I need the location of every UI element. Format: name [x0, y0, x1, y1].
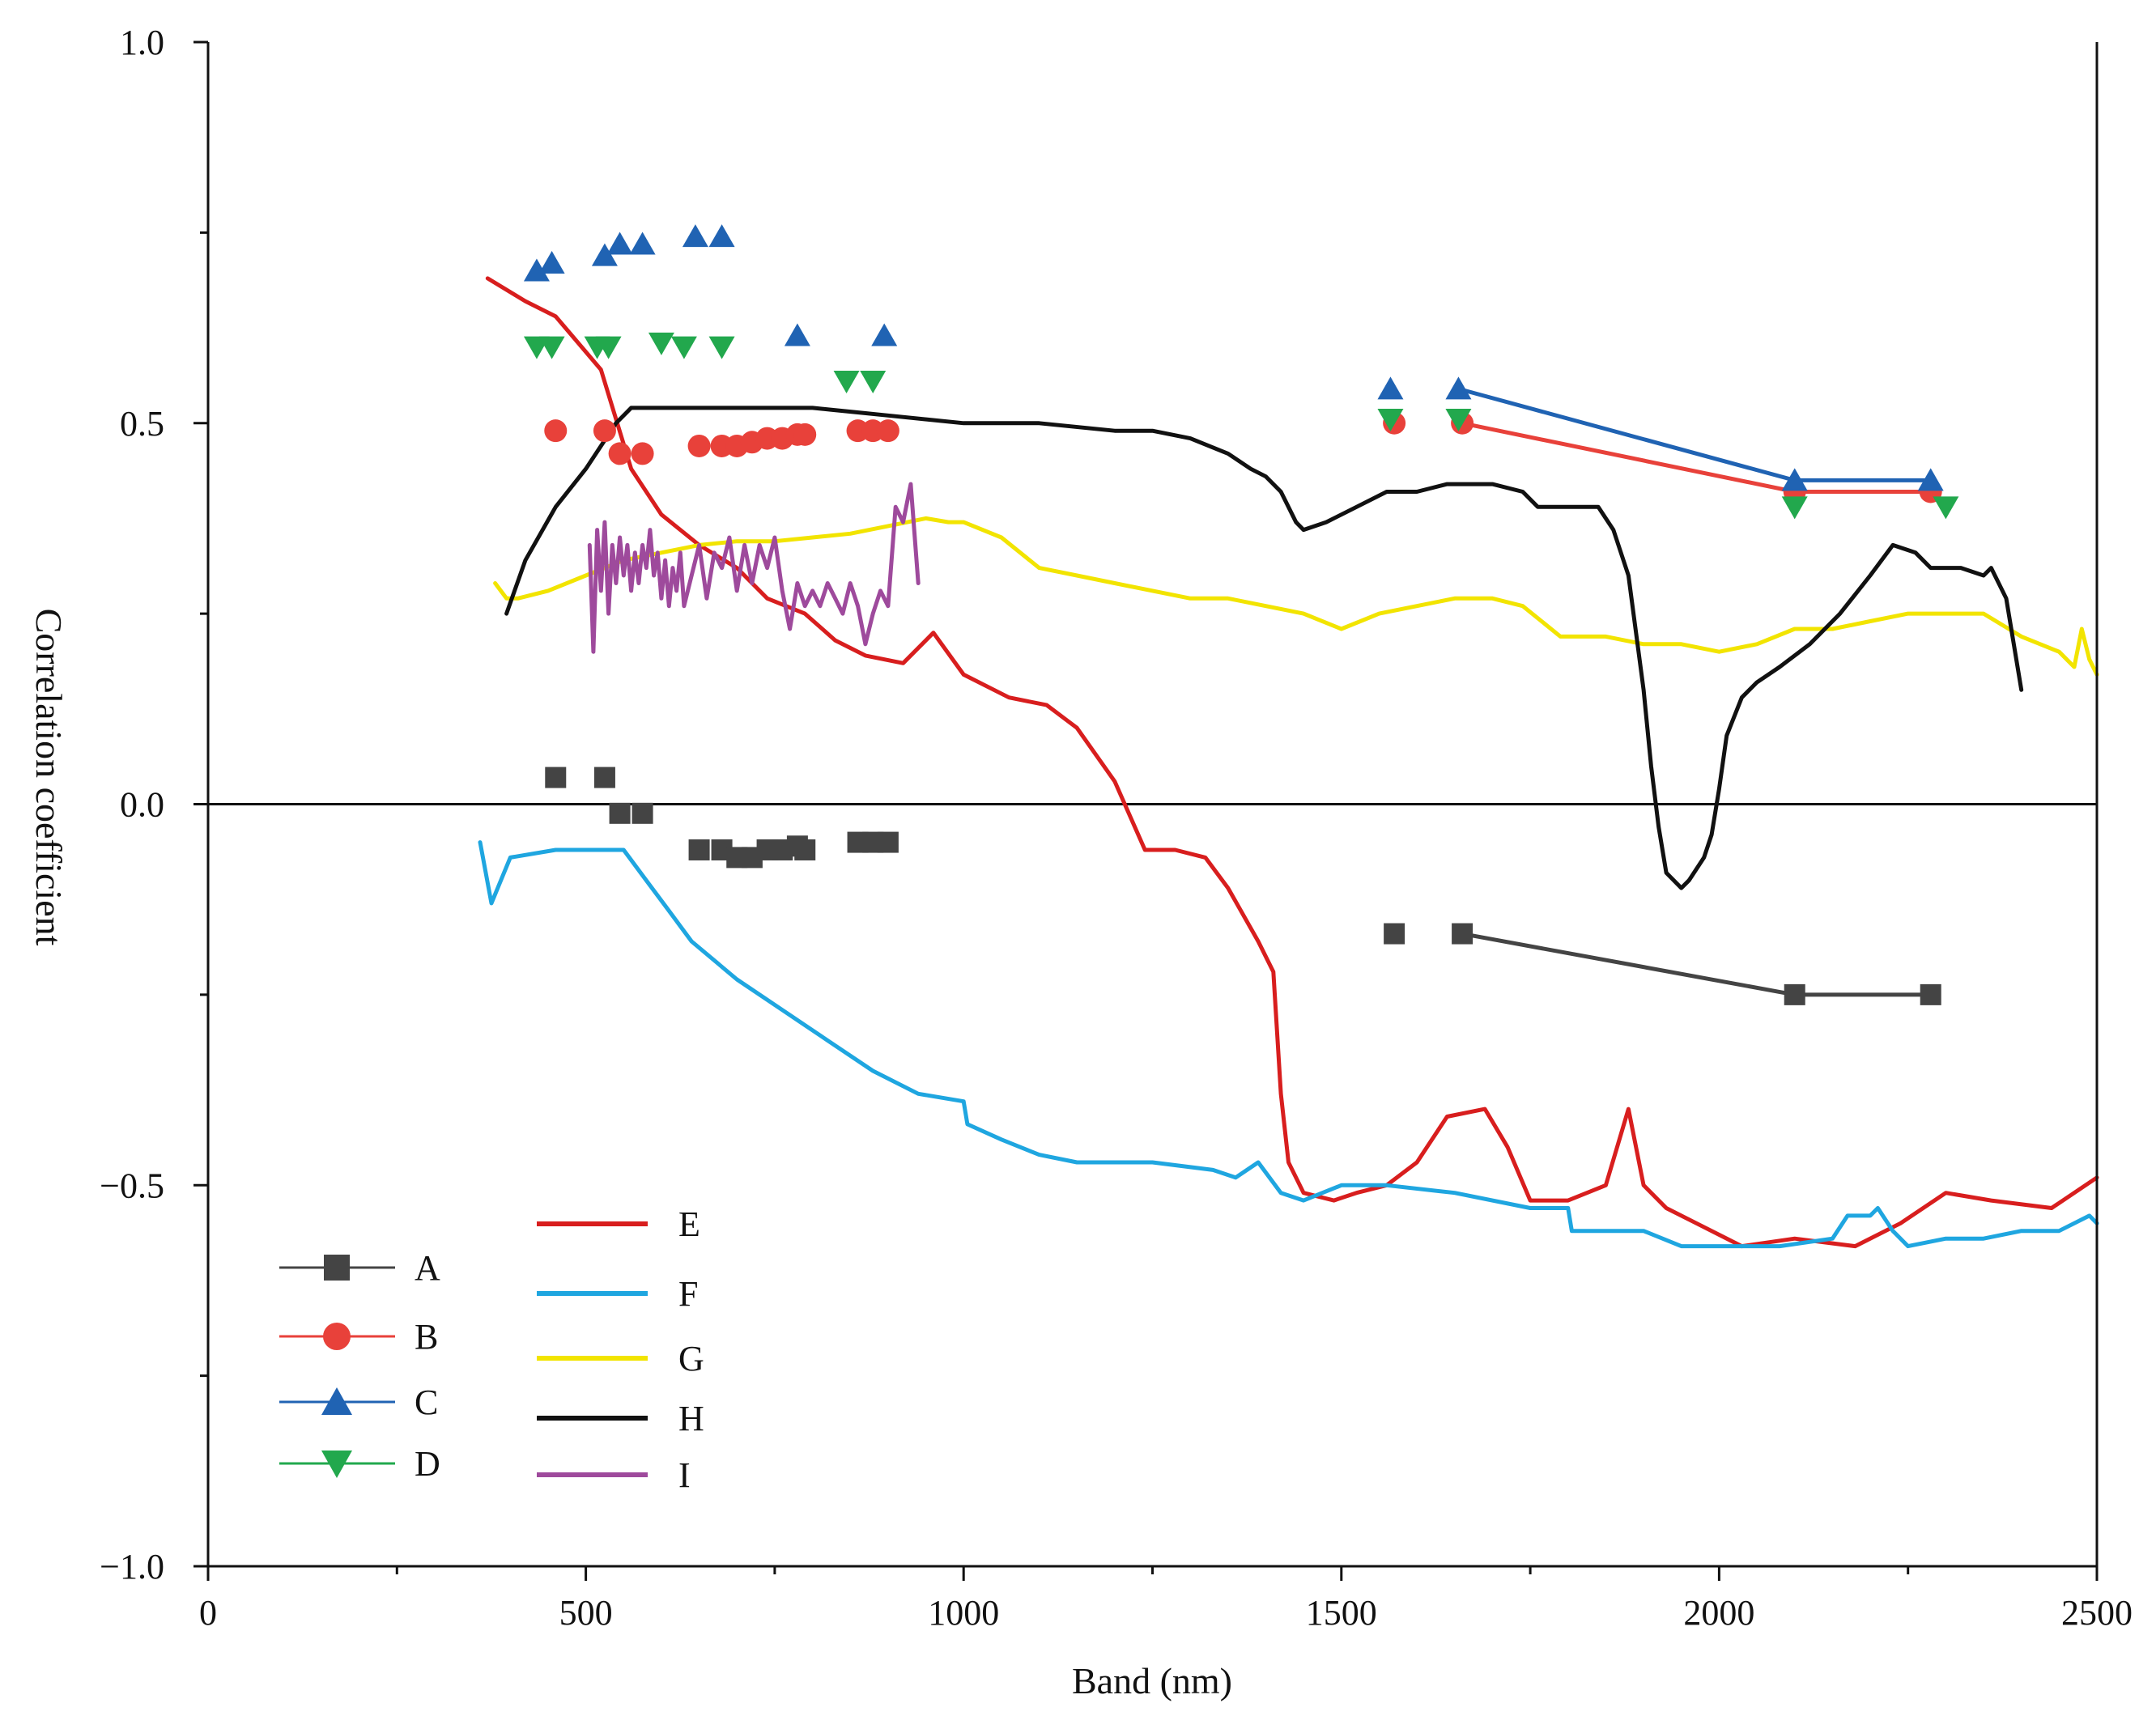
data-point-A — [593, 767, 615, 788]
data-point-A — [1384, 923, 1405, 945]
legend-label: F — [678, 1274, 698, 1314]
axes: 0 500 1000 1500 2000 2500 1.0 0.5 0.0 −0.5 −1.0 — [100, 23, 2133, 1633]
y-axis-title: Correlation coefficient — [28, 609, 70, 946]
x-axis-title: Band (nm) — [1072, 1660, 1232, 1701]
data-point-C — [1781, 468, 1808, 491]
series-line-H — [504, 406, 2024, 890]
legend-label: D — [415, 1444, 440, 1484]
data-point-C — [523, 258, 550, 282]
data-point-A — [545, 767, 567, 788]
legend-item-G: G — [537, 1339, 704, 1378]
data-point-B — [631, 442, 654, 465]
data-point-D — [648, 332, 674, 355]
data-point-D — [538, 336, 565, 359]
data-point-D — [670, 336, 697, 359]
series-line-I — [587, 482, 921, 654]
data-point-B — [608, 442, 631, 465]
legend-item-E: E — [537, 1204, 700, 1244]
data-point-A — [609, 802, 631, 824]
legend-label: E — [678, 1204, 700, 1244]
data-point-D — [1781, 496, 1808, 520]
data-point-C — [591, 243, 618, 266]
data-point-A — [877, 831, 899, 853]
data-point-D — [1445, 409, 1472, 432]
data-point-A — [794, 839, 816, 860]
data-point-C — [1377, 376, 1404, 400]
data-point-B — [593, 419, 616, 443]
data-point-B — [687, 434, 711, 457]
data-point-C — [1917, 468, 1944, 491]
data-point-B — [876, 419, 899, 443]
data-point-C — [708, 224, 735, 248]
x-tick-label: 1500 — [1306, 1593, 1377, 1633]
y-tick-label: 1.0 — [120, 23, 164, 62]
data-point-A — [1784, 983, 1805, 1005]
data-point-A — [1452, 923, 1473, 945]
legend-item-C: C — [279, 1383, 438, 1422]
data-point-C — [629, 231, 656, 255]
data-point-B — [544, 419, 568, 443]
legend-label: A — [415, 1248, 440, 1288]
data-point-C — [871, 323, 898, 346]
legend-marker-A — [324, 1255, 350, 1281]
data-point-D — [833, 370, 860, 393]
legend-marker-B — [323, 1323, 351, 1350]
legend-label: H — [678, 1399, 704, 1438]
x-tick-label: 2500 — [2061, 1593, 2133, 1633]
data-point-D — [595, 336, 622, 359]
legend-item-H: H — [537, 1399, 704, 1438]
data-point-A — [631, 802, 653, 824]
legend-marker-C — [321, 1387, 352, 1415]
legend-label: G — [678, 1339, 704, 1378]
data-point-D — [860, 370, 887, 393]
data-point-C — [538, 251, 565, 274]
data-point-C — [784, 323, 810, 346]
legend-label: B — [415, 1317, 438, 1357]
y-tick-label: −1.0 — [100, 1547, 164, 1586]
x-tick-label: 500 — [559, 1593, 613, 1633]
legend-item-D: D — [279, 1444, 440, 1484]
x-tick-label: 2000 — [1683, 1593, 1754, 1633]
data-point-D — [1933, 496, 1959, 520]
x-tick-label: 0 — [199, 1593, 217, 1633]
legend-item-I: I — [537, 1455, 691, 1495]
plot-area — [208, 224, 2099, 1249]
data-point-A — [688, 839, 710, 860]
data-point-C — [606, 231, 633, 255]
y-tick-label: 0.5 — [120, 404, 164, 444]
legend-label: C — [415, 1383, 438, 1422]
data-point-B — [793, 423, 817, 446]
data-point-D — [708, 336, 735, 359]
data-point-A — [1920, 983, 1941, 1005]
y-tick-label: 0.0 — [120, 785, 164, 825]
data-point-D — [1377, 409, 1404, 432]
x-tick-label: 1000 — [928, 1593, 999, 1633]
legend-item-B: B — [279, 1317, 438, 1357]
data-point-C — [682, 224, 708, 248]
legend-item-A: A — [279, 1248, 440, 1288]
legend-label: I — [678, 1455, 691, 1495]
series-line-F — [478, 840, 2099, 1249]
series-line-E — [485, 276, 2099, 1249]
y-tick-label: −0.5 — [100, 1166, 164, 1205]
legend-marker-D — [321, 1451, 352, 1478]
data-point-C — [1445, 376, 1472, 400]
legend-item-F: F — [537, 1274, 698, 1314]
